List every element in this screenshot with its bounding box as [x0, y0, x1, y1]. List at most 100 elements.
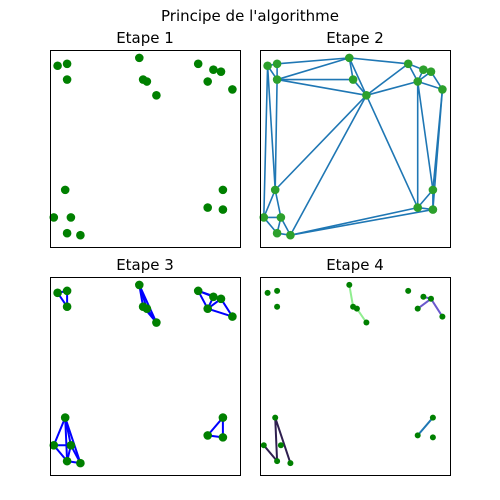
data-point: [62, 286, 72, 296]
data-point: [152, 91, 161, 100]
data-point: [142, 304, 152, 313]
data-point: [439, 313, 446, 320]
edge: [262, 64, 269, 219]
edge: [430, 297, 444, 318]
data-point: [76, 230, 85, 240]
data-point: [426, 67, 436, 76]
data-point: [62, 75, 72, 84]
data-point: [287, 460, 294, 467]
data-point: [53, 61, 62, 71]
edge: [276, 78, 368, 97]
data-point: [49, 213, 59, 222]
data-point: [259, 213, 269, 222]
data-point: [276, 213, 286, 222]
data-point: [286, 230, 295, 240]
edge: [416, 80, 444, 91]
data-point: [66, 213, 76, 222]
edge: [274, 416, 292, 465]
data-point: [405, 287, 412, 294]
subplot-title: Etape 2: [326, 29, 384, 47]
axes-frame: [260, 277, 451, 476]
data-point: [218, 205, 228, 214]
data-point: [419, 65, 428, 74]
data-point: [428, 205, 438, 214]
data-point: [152, 318, 161, 327]
subplot-title: Etape 4: [326, 256, 384, 274]
data-point: [438, 85, 447, 94]
data-point: [216, 294, 226, 304]
data-point: [209, 292, 218, 302]
data-point: [62, 456, 72, 466]
data-point: [135, 53, 144, 63]
data-point: [193, 286, 203, 296]
data-point: [348, 75, 358, 84]
data-point: [203, 203, 212, 212]
data-point: [272, 59, 282, 69]
data-point: [62, 302, 72, 312]
data-point: [216, 67, 226, 76]
subplot-title: Etape 1: [116, 29, 174, 47]
edge: [274, 416, 279, 463]
data-point: [263, 61, 272, 71]
edge: [416, 80, 434, 191]
data-point: [264, 289, 271, 296]
edge: [348, 57, 410, 65]
data-point: [53, 288, 62, 298]
data-point: [260, 442, 267, 449]
data-point: [274, 303, 281, 310]
edge: [262, 444, 279, 463]
data-point: [270, 185, 280, 195]
axes-frame: [50, 50, 241, 248]
edge: [365, 62, 410, 97]
subplot-4: Etape 4: [260, 256, 451, 476]
data-point: [414, 432, 421, 439]
data-point: [203, 431, 212, 440]
data-point: [274, 458, 281, 465]
data-point: [203, 77, 212, 86]
subplot-1: Etape 1: [49, 29, 241, 248]
edge: [64, 416, 82, 465]
edge: [365, 94, 419, 209]
data-point: [362, 91, 371, 100]
data-point: [346, 281, 353, 288]
edge: [348, 57, 368, 97]
data-point: [403, 59, 413, 69]
data-point: [218, 413, 228, 422]
data-point: [429, 414, 436, 421]
data-point: [345, 53, 354, 63]
data-point: [429, 434, 436, 441]
edge: [289, 208, 434, 236]
data-point: [363, 319, 370, 326]
edge: [262, 189, 277, 219]
axes-frame: [260, 50, 451, 248]
data-point: [66, 441, 76, 450]
edge: [416, 416, 434, 437]
data-point: [228, 85, 237, 94]
data-point: [428, 185, 438, 195]
edge: [206, 307, 234, 318]
data-point: [277, 442, 284, 449]
subplot-3: Etape 3: [49, 256, 241, 476]
data-point: [76, 458, 85, 468]
edge: [274, 94, 368, 191]
data-point: [62, 228, 72, 238]
data-point: [218, 433, 228, 442]
edge: [348, 283, 355, 308]
data-point: [413, 203, 423, 212]
axes-frame: [50, 277, 241, 476]
data-point: [60, 185, 70, 195]
data-point: [274, 287, 281, 294]
edge: [64, 416, 69, 463]
data-point: [420, 293, 427, 300]
data-point: [353, 305, 360, 312]
data-point: [272, 228, 282, 238]
figure-suptitle: Principe de l'algorithme: [161, 7, 339, 25]
subplot-title: Etape 3: [116, 256, 174, 274]
data-point: [228, 312, 237, 321]
data-point: [428, 295, 434, 302]
edge: [266, 64, 277, 191]
data-point: [272, 75, 282, 84]
data-point: [142, 77, 152, 86]
edge: [52, 416, 67, 447]
data-point: [60, 413, 70, 422]
